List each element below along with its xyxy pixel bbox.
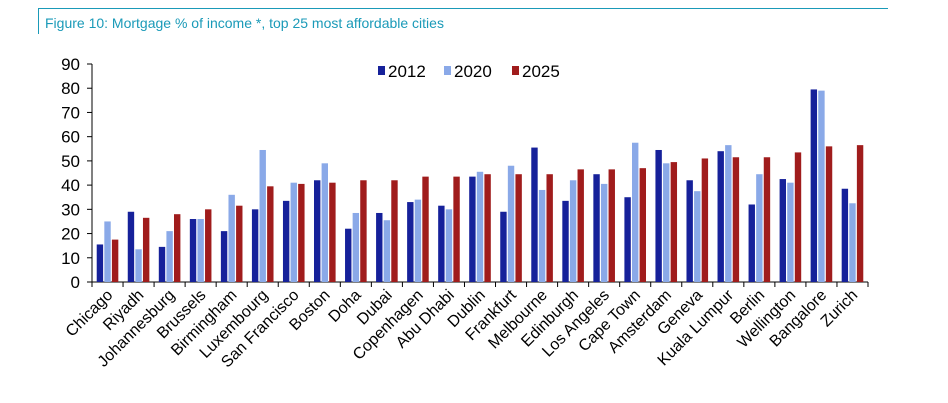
- bar-2012: [314, 180, 321, 282]
- bar-2012: [810, 89, 818, 283]
- bar-2012: [593, 174, 600, 282]
- bar-2020: [694, 191, 701, 282]
- bar-2012: [189, 219, 197, 282]
- bar-2012: [376, 212, 383, 282]
- bar-2020: [197, 219, 204, 282]
- bar-2020: [445, 209, 453, 282]
- bar-2020: [321, 163, 328, 282]
- bar-2025: [763, 157, 771, 282]
- y-tick-label: 90: [61, 55, 80, 74]
- bar-2025: [174, 214, 181, 282]
- bar-2012: [841, 188, 849, 282]
- y-tick-label: 60: [61, 128, 80, 147]
- bar-2020: [259, 149, 266, 282]
- bar-2025: [111, 239, 119, 282]
- bar-2025: [639, 168, 646, 282]
- bar-2025: [329, 182, 336, 282]
- bar-2025: [236, 205, 243, 282]
- bar-2012: [531, 147, 538, 282]
- bar-2020: [228, 194, 235, 282]
- y-tick-label: 30: [61, 200, 80, 219]
- bar-2020: [104, 221, 111, 282]
- bar-2020: [290, 182, 297, 282]
- bar-2020: [818, 90, 825, 282]
- legend-swatch-2025: [512, 66, 519, 75]
- bar-2025: [515, 174, 522, 282]
- bar-2025: [608, 169, 615, 282]
- y-tick-label: 0: [71, 273, 80, 292]
- bar-2025: [360, 180, 367, 282]
- bar-2025: [732, 157, 740, 282]
- bar-2020: [756, 174, 763, 282]
- bar-2020: [414, 199, 422, 282]
- y-tick-label: 70: [61, 103, 80, 122]
- legend-label-2012: 2012: [388, 62, 426, 81]
- bar-2012: [158, 246, 166, 282]
- bar-2020: [135, 249, 142, 282]
- y-tick-label: 50: [61, 152, 80, 171]
- bar-2025: [267, 186, 274, 282]
- bar-2025: [391, 180, 398, 282]
- bar-2012: [96, 244, 104, 282]
- chart-axes: 0 10 20 30 40 50 60 70 80 90: [61, 55, 869, 292]
- bar-2020: [663, 163, 670, 282]
- bar-2012: [686, 180, 693, 282]
- bar-2020: [538, 189, 546, 282]
- bar-2012: [220, 231, 228, 282]
- figure-header: Figure 10: Mortgage % of income *, top 2…: [38, 8, 888, 34]
- bar-2012: [717, 151, 724, 282]
- bar-2012: [779, 179, 786, 282]
- bar-2025: [825, 146, 833, 282]
- bar-2012: [345, 228, 352, 282]
- bar-2025: [422, 176, 429, 282]
- bar-2025: [670, 162, 678, 282]
- bar-2012: [624, 197, 631, 282]
- bar-2012: [282, 200, 290, 282]
- bar-2020: [352, 212, 360, 282]
- bar-2012: [655, 149, 662, 282]
- y-tick-label: 20: [61, 225, 80, 244]
- bar-2012: [748, 204, 755, 282]
- bar-2012: [500, 211, 507, 282]
- legend-swatch-2012: [378, 66, 385, 75]
- legend-swatch-2020: [444, 66, 451, 75]
- bar-2020: [600, 183, 608, 282]
- bar-2012: [469, 176, 476, 282]
- bar-2025: [577, 169, 584, 282]
- bar-2012: [127, 211, 135, 282]
- bar-2020: [569, 180, 577, 282]
- chart-legend: 2012 2020 2025: [378, 62, 560, 81]
- bar-2025: [856, 145, 864, 282]
- chart-bars: [96, 89, 864, 283]
- bar-2020: [383, 220, 391, 282]
- bar-2020: [632, 142, 639, 282]
- bar-2020: [507, 165, 515, 282]
- legend-label-2025: 2025: [522, 62, 560, 81]
- bar-2020: [166, 231, 173, 282]
- bar-2012: [407, 202, 414, 282]
- figure-title: Figure 10: Mortgage % of income *, top 2…: [45, 15, 444, 31]
- y-tick-label: 10: [61, 249, 80, 268]
- bar-2025: [205, 209, 212, 282]
- y-tick-label: 40: [61, 176, 80, 195]
- bar-2020: [787, 182, 794, 282]
- bar-2012: [251, 209, 259, 282]
- bar-2025: [794, 152, 802, 282]
- bar-2012: [438, 205, 445, 282]
- bar-2020: [849, 203, 856, 282]
- bar-2025: [142, 217, 150, 282]
- legend-label-2020: 2020: [454, 62, 492, 81]
- bar-2012: [562, 200, 569, 282]
- bar-2025: [298, 183, 305, 282]
- bar-2025: [546, 174, 553, 282]
- category-labels: ChicagoRiyadhJohannesburgBrusselsBirming…: [63, 286, 861, 371]
- bar-2025: [701, 158, 709, 282]
- bar-2020: [476, 171, 484, 282]
- bar-2025: [453, 176, 460, 282]
- y-tick-label: 80: [61, 79, 80, 98]
- bar-2020: [725, 145, 732, 282]
- bar-2025: [484, 174, 491, 282]
